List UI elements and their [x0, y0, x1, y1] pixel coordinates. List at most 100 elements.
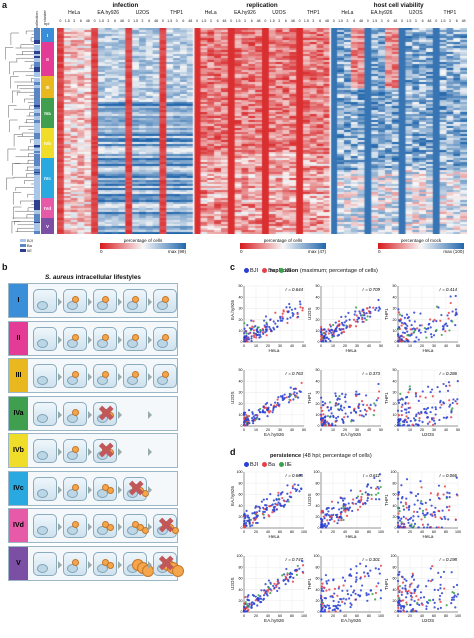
scatter-point [406, 330, 409, 333]
scatter-point [250, 319, 253, 322]
scatter-point [410, 592, 413, 595]
scatter-point [341, 589, 344, 592]
x-tick-label: 0 [243, 530, 245, 534]
scatter-point [338, 516, 342, 519]
scatter-point [432, 417, 435, 420]
y-tick-label: 30 [316, 391, 320, 395]
scatter-point [436, 385, 439, 389]
scatter-point [342, 597, 345, 600]
scatter-point [356, 495, 360, 498]
scatter-point [396, 579, 400, 583]
scatter-point [359, 409, 362, 413]
lifestyle-row: II [8, 320, 178, 356]
scatter-point [405, 503, 408, 506]
x-tick-label: 50 [302, 344, 306, 348]
scatter-point [404, 588, 407, 591]
x-tick-label: 0 [320, 344, 322, 348]
scatter-point [300, 487, 303, 491]
x-tick-label: 10 [408, 344, 412, 348]
correlation-label: r = 0.611 [363, 473, 381, 478]
scatter-point [425, 508, 428, 511]
scatter-point [341, 392, 344, 396]
scatter-point [375, 306, 378, 310]
scatter-point [262, 510, 265, 513]
scatter-point [398, 320, 401, 323]
scatter-point [441, 509, 444, 512]
x-tick-label: 60 [278, 530, 282, 534]
scatter-point [361, 502, 365, 505]
scatter-point [397, 311, 401, 314]
scatter-point [366, 499, 369, 502]
scatter-point [397, 493, 400, 496]
nucleus [157, 489, 168, 498]
scatter-point [430, 335, 433, 339]
scatter-point [300, 381, 303, 385]
scatter-point [245, 332, 248, 335]
scatter-point [333, 608, 336, 611]
host-cell: ✖ [153, 514, 179, 538]
scatter-point [407, 506, 411, 509]
scatter-point [398, 424, 401, 427]
scatter-point [401, 599, 405, 602]
legend-label: Ba [268, 268, 275, 274]
scatter-point [448, 399, 451, 402]
arrow-right-icon [118, 448, 122, 456]
scatter-point [359, 577, 362, 580]
arrow-right-icon [118, 485, 122, 494]
collection-strip-segment [34, 218, 40, 220]
scatter-point [405, 411, 408, 414]
scatter-point [252, 421, 255, 425]
scatter-point [414, 419, 417, 422]
scatter-point [259, 407, 262, 411]
scatter-point [419, 395, 422, 398]
scatter-point [320, 336, 323, 339]
scatter-point [452, 596, 456, 599]
scatter-point [267, 579, 271, 582]
correlation-label: r = 0.747 [286, 557, 304, 562]
scatter-point [401, 403, 404, 406]
scatter-point [251, 601, 254, 604]
scatter-point [397, 333, 400, 336]
collection-strip-segment [34, 122, 40, 127]
scatter-point [419, 596, 422, 599]
nucleus [37, 301, 48, 310]
scatter-point [344, 400, 347, 403]
x-tick-label: 60 [278, 614, 282, 618]
y-axis-label: THP1 [384, 392, 389, 404]
scatter-point [248, 332, 251, 335]
arrow-right-icon [58, 448, 62, 456]
scatter-point [374, 308, 377, 311]
legend-item: BJI [244, 462, 258, 468]
scatter-point [338, 398, 341, 401]
scatter-point [323, 419, 327, 422]
scatter-point [405, 579, 408, 582]
scatter-point [250, 339, 253, 343]
x-tick-label: 60 [432, 614, 436, 618]
collection-strip-segment [34, 195, 40, 198]
cluster-strip-segment: IVa [41, 98, 54, 128]
scatter-point [342, 499, 345, 502]
scatter-point [329, 415, 332, 418]
scatter-point [417, 515, 420, 518]
scatter-point [344, 393, 347, 396]
scatter-point [266, 407, 270, 410]
heatmap-timepoint-label: 1.5 [235, 19, 241, 23]
collection-strip-segment [34, 205, 40, 211]
legend-label: Ba [268, 462, 275, 468]
scatter-point [354, 320, 357, 323]
scatter-point [276, 401, 279, 405]
scatter-point [246, 598, 249, 601]
heatmap-section-title: replication [246, 2, 278, 9]
scatter-point [407, 402, 410, 405]
scatter-point [399, 501, 403, 504]
scatter-point [421, 390, 424, 393]
collection-strip-segment [34, 76, 40, 78]
scatter-point [413, 599, 416, 603]
y-tick-label: 60 [393, 577, 397, 581]
scatter-point [299, 306, 302, 309]
scatter-point [411, 423, 414, 426]
scatter-point [247, 605, 250, 608]
heatmap-timepoint-label: 3 [448, 19, 451, 23]
